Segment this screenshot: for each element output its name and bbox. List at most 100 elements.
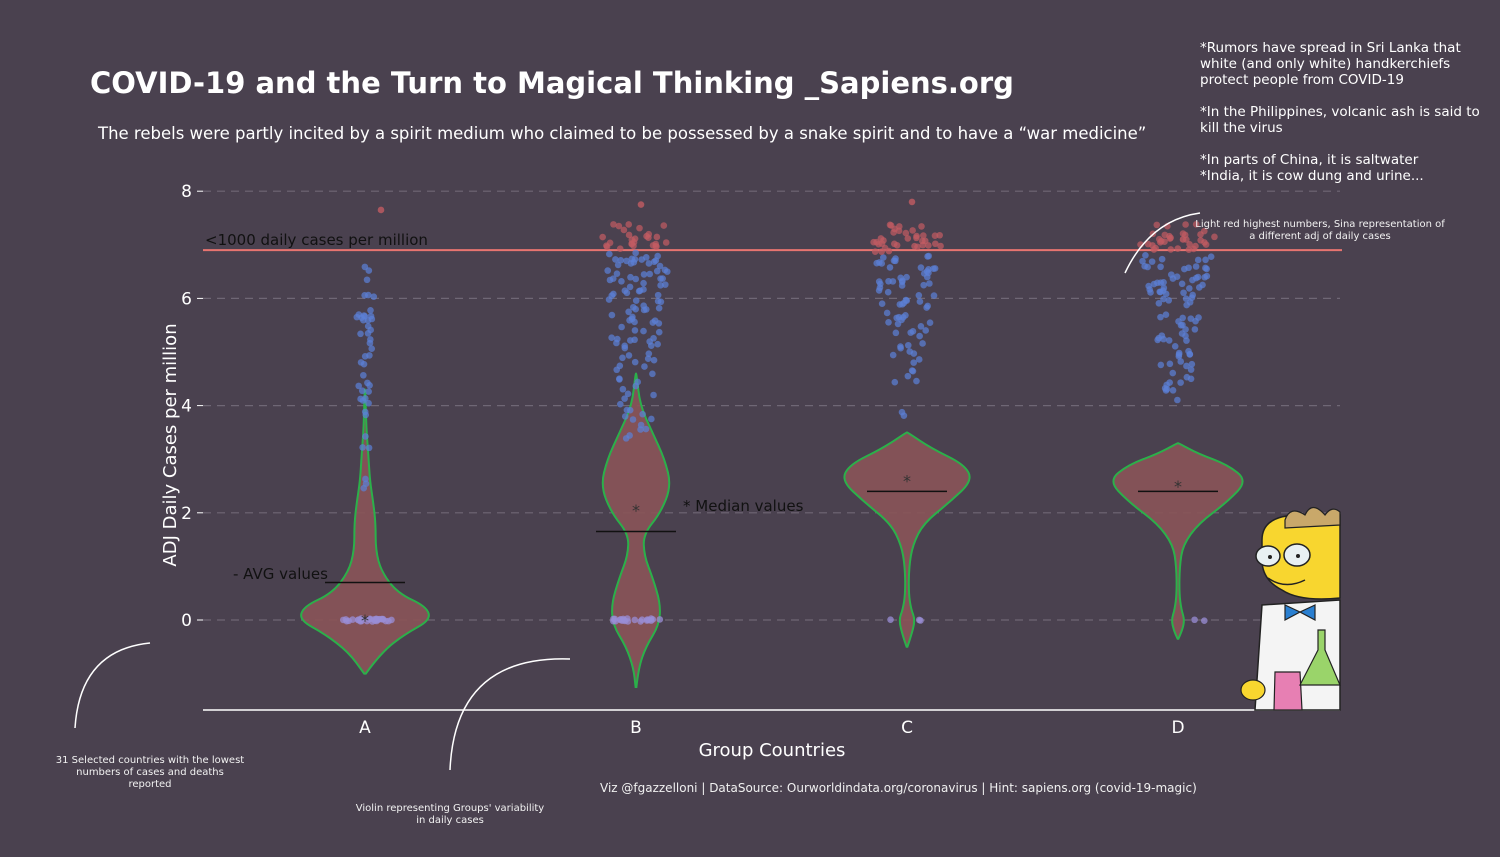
- violin-C: [843, 431, 971, 648]
- point-B: [649, 319, 657, 326]
- point-C: [899, 277, 906, 285]
- point-D: [1195, 284, 1203, 291]
- point-A: [368, 315, 376, 323]
- point-D: [1187, 315, 1195, 322]
- point-A: [388, 616, 395, 624]
- eye-right: [1296, 554, 1300, 558]
- point-A: [360, 312, 368, 319]
- curve-violin: [449, 658, 571, 771]
- note-china-india: *In parts of China, it is saltwater *Ind…: [1200, 152, 1424, 184]
- point-B: [644, 355, 652, 363]
- point-A: [362, 433, 369, 440]
- point-D: [1169, 369, 1177, 377]
- point-B: [618, 278, 625, 285]
- point-B: [655, 328, 663, 336]
- point-D: [1191, 326, 1199, 333]
- point-B: [654, 291, 662, 299]
- point-C: [909, 227, 916, 234]
- point-C: [917, 617, 924, 624]
- professor-frink-illustration: [1240, 506, 1341, 711]
- point-D: [1191, 616, 1198, 624]
- point-C: [898, 408, 906, 416]
- point-D: [1183, 362, 1190, 370]
- point-B: [626, 432, 633, 439]
- threshold-label: <1000 daily cases per million: [205, 231, 428, 249]
- point-B: [656, 262, 664, 270]
- avg-label: - AVG values: [233, 565, 328, 583]
- point-C: [897, 343, 904, 350]
- point-B: [653, 267, 661, 275]
- point-B: [661, 266, 669, 274]
- point-A: [359, 397, 367, 404]
- hair: [1284, 506, 1341, 529]
- point-B: [616, 400, 624, 408]
- point-C: [913, 377, 920, 385]
- point-B: [626, 283, 634, 291]
- point-B: [647, 342, 655, 349]
- point-A: [366, 615, 374, 623]
- violin-A: [300, 388, 430, 675]
- point-B: [659, 275, 666, 282]
- point-B: [642, 254, 650, 261]
- point-B: [628, 315, 636, 323]
- axes: 0 2 4 6 8 A B C D Group Countries ADJ Daily Cases …: [160, 182, 1340, 761]
- point-D: [1175, 318, 1182, 325]
- point-B: [612, 256, 619, 263]
- point-D: [1167, 271, 1175, 278]
- point-B: [623, 406, 631, 414]
- point-C: [910, 350, 918, 357]
- point-C: [920, 270, 928, 277]
- point-D: [1152, 244, 1159, 252]
- point-D: [1187, 366, 1195, 373]
- point-C: [890, 229, 897, 236]
- point-B: [649, 370, 656, 378]
- point-B: [625, 308, 632, 316]
- point-B: [634, 378, 642, 386]
- point-B: [631, 327, 639, 334]
- point-D: [1147, 289, 1154, 296]
- point-B: [608, 334, 615, 341]
- point-B: [619, 615, 627, 623]
- point-C: [917, 323, 925, 330]
- point-D: [1182, 221, 1189, 228]
- point-D: [1192, 263, 1200, 270]
- median-marker-C: *: [903, 472, 911, 491]
- point-D: [1200, 617, 1208, 624]
- point-D: [1183, 301, 1190, 309]
- point-B: [645, 350, 653, 357]
- point-C: [883, 309, 891, 317]
- point-A-max: [377, 206, 385, 214]
- curve-light-red: [1124, 212, 1201, 274]
- point-A: [349, 616, 356, 623]
- note-sri-lanka: *Rumors have spread in Sri Lanka that wh…: [1200, 40, 1461, 88]
- point-C: [914, 243, 921, 251]
- point-D: [1160, 295, 1167, 303]
- point-B: [640, 271, 648, 278]
- point-C: [926, 319, 934, 327]
- point-D: [1155, 235, 1163, 243]
- point-D: [1165, 297, 1173, 304]
- point-D: [1211, 233, 1218, 241]
- point-D: [1177, 379, 1184, 386]
- point-D: [1139, 257, 1146, 265]
- point-C: [925, 252, 932, 260]
- violin-note: Violin representing Groups' variability …: [355, 803, 545, 826]
- light-red-note: Light red highest numbers, Sina represen…: [1195, 219, 1445, 242]
- point-B: [627, 273, 634, 281]
- eye-left: [1268, 555, 1272, 559]
- point-C: [878, 300, 886, 308]
- point-D: [1167, 246, 1175, 253]
- point-B: [606, 250, 613, 258]
- point-D: [1190, 245, 1197, 253]
- point-A: [365, 399, 372, 407]
- point-C: [886, 264, 894, 271]
- point-B: [652, 243, 660, 250]
- point-B: [648, 415, 655, 423]
- median-label: * Median values: [683, 497, 804, 515]
- x-tick-label: B: [630, 718, 642, 738]
- point-D: [1162, 311, 1170, 318]
- point-C: [876, 284, 884, 291]
- point-A: [366, 339, 374, 347]
- point-D: [1186, 241, 1193, 248]
